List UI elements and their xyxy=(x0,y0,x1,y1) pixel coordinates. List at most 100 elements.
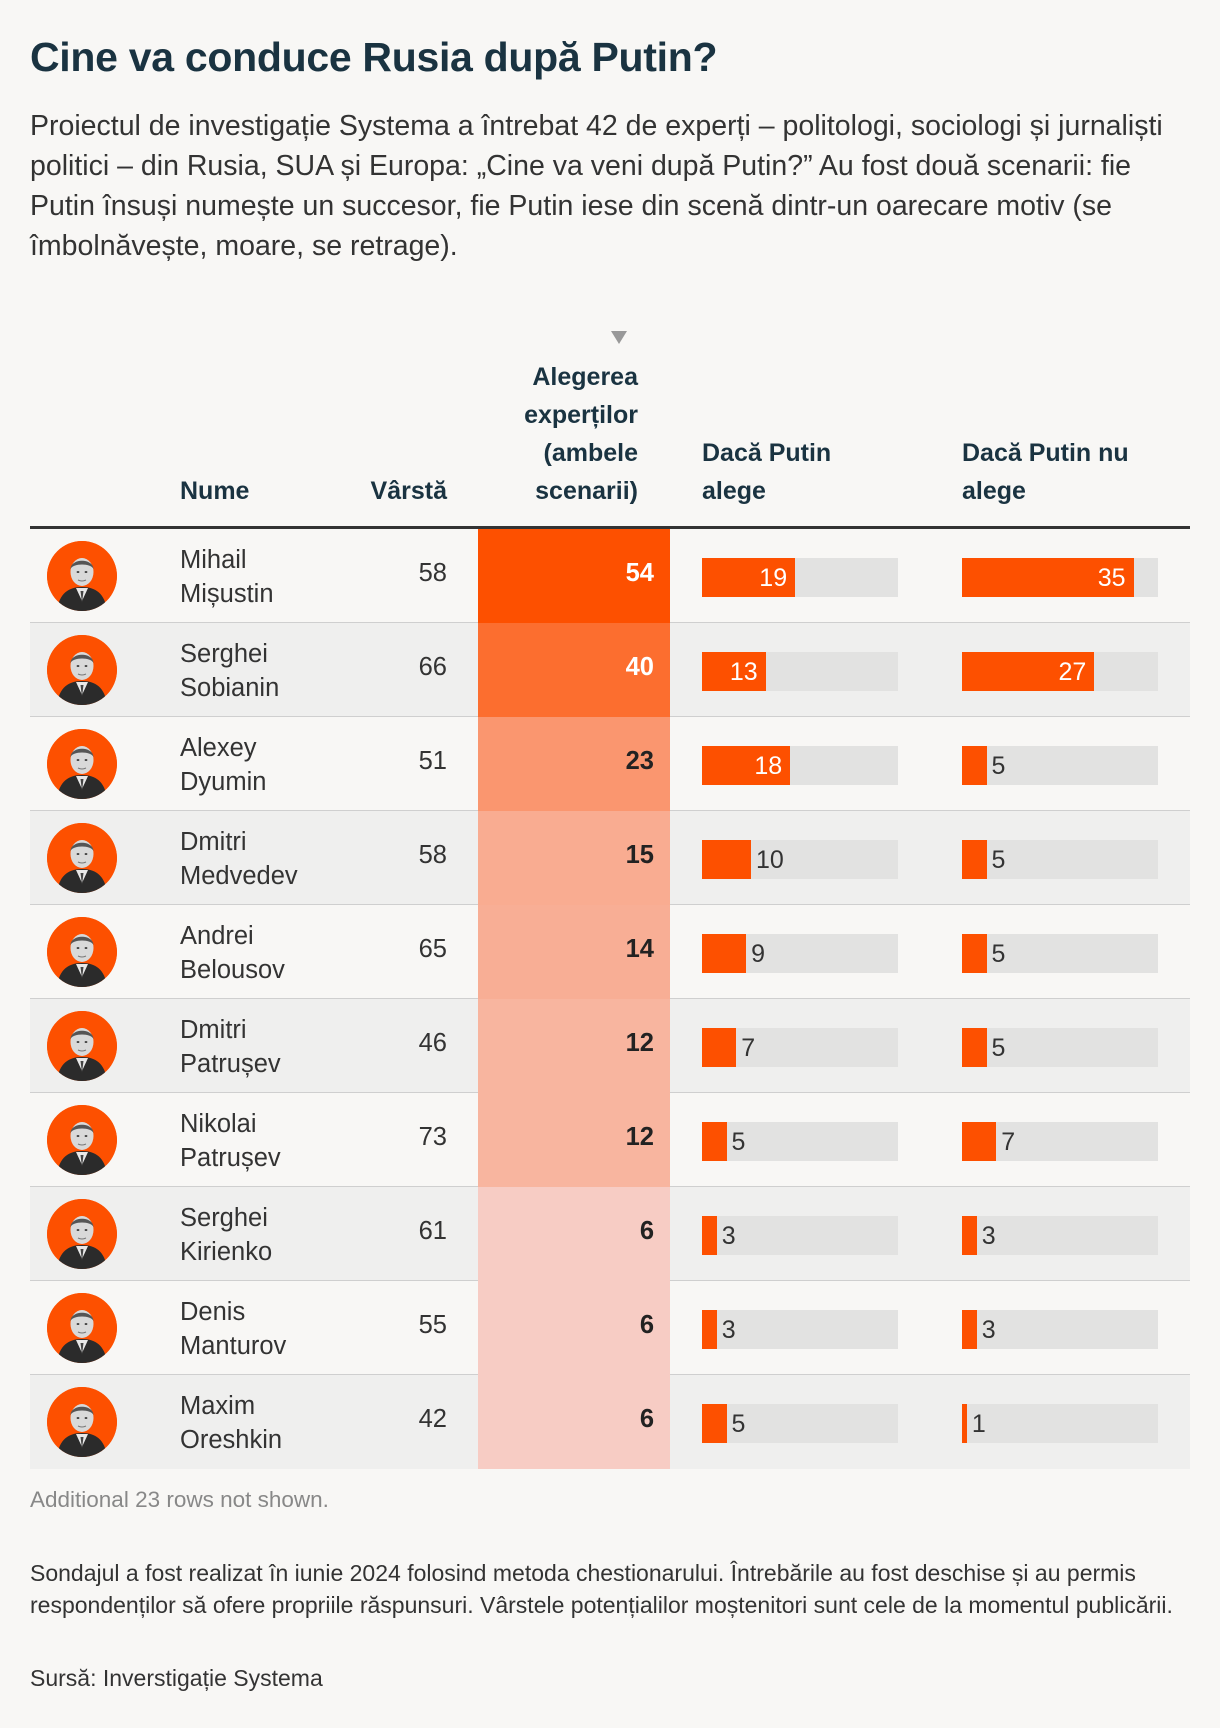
age-value: 55 xyxy=(418,1311,447,1339)
age-value: 58 xyxy=(418,841,447,869)
bar-track-nopick: 5 xyxy=(962,934,1158,973)
bar-label-nopick: 3 xyxy=(981,1222,996,1250)
source-credit: Sursă: Inverstigație Systema xyxy=(30,1665,323,1691)
table-row[interactable]: Serghei Kirienko 61 6 3 3 xyxy=(30,1187,1190,1281)
bar-nopick xyxy=(962,934,987,973)
bar-track-pick: 10 xyxy=(702,840,898,879)
table-body: Mihail Mișustin 58 54 19 35 Serghei Sobianin 66 4… xyxy=(30,529,1190,1469)
table-row[interactable]: Denis Manturov 55 6 3 3 xyxy=(30,1281,1190,1375)
bar-nopick xyxy=(962,652,1095,691)
experts-value: 54 xyxy=(625,559,654,587)
experts-heat-cell: 6 xyxy=(478,1375,670,1469)
avatar xyxy=(47,1387,117,1457)
bar-track-nopick: 5 xyxy=(962,1028,1158,1067)
avatar xyxy=(47,917,117,987)
bar-nopick xyxy=(962,840,987,879)
table-row[interactable]: Dmitri Medvedev 58 15 10 5 xyxy=(30,811,1190,905)
last-name: Sobianin xyxy=(180,674,280,702)
avatar xyxy=(47,1293,117,1363)
sort-descending-icon[interactable] xyxy=(611,331,627,344)
person-name: Serghei Kirienko xyxy=(180,1201,370,1269)
first-name: Serghei xyxy=(180,1204,268,1232)
column-header-putin-picks[interactable]: Dacă Putin alege xyxy=(702,439,832,505)
bar-track-nopick: 3 xyxy=(962,1216,1158,1255)
bar-label-pick: 9 xyxy=(751,940,765,968)
last-name: Dyumin xyxy=(180,768,267,796)
first-name: Denis xyxy=(180,1298,246,1326)
first-name: Serghei xyxy=(180,640,268,668)
bar-label-pick: 5 xyxy=(731,1128,746,1156)
table-row[interactable]: Maxim Oreshkin 42 6 5 1 xyxy=(30,1375,1190,1469)
person-name: Serghei Sobianin xyxy=(180,637,370,705)
bar-pick xyxy=(702,1404,727,1443)
table-row[interactable]: Alexey Dyumin 51 23 18 5 xyxy=(30,717,1190,811)
age-value: 58 xyxy=(418,559,447,587)
table-row[interactable]: Andrei Belousov 65 14 9 5 xyxy=(30,905,1190,999)
bar-track-pick: 3 xyxy=(702,1216,898,1255)
person-name: Andrei Belousov xyxy=(180,919,370,987)
last-name: Manturov xyxy=(180,1332,287,1360)
experts-value: 6 xyxy=(639,1311,654,1339)
table-row[interactable]: Nikolai Patrușev 73 12 5 7 xyxy=(30,1093,1190,1187)
bar-pick xyxy=(702,558,796,597)
person-name: Denis Manturov xyxy=(180,1295,370,1363)
bar-track-nopick: 5 xyxy=(962,840,1158,879)
bar-track-nopick: 7 xyxy=(962,1122,1158,1161)
last-name: Patrușev xyxy=(180,1144,281,1172)
last-name: Mișustin xyxy=(180,580,274,608)
experts-value: 14 xyxy=(625,935,654,963)
column-header-putin-not-picks[interactable]: Dacă Putin nu alege xyxy=(962,439,1129,505)
bar-track-pick: 7 xyxy=(702,1028,898,1067)
bar-track-pick: 5 xyxy=(702,1122,898,1161)
age-value: 46 xyxy=(418,1029,447,1057)
bar-nopick xyxy=(962,558,1134,597)
bar-nopick xyxy=(962,1216,977,1255)
bar-nopick xyxy=(962,1122,997,1161)
column-header-experts[interactable]: Alegerea experților (ambele scenarii) xyxy=(524,363,638,505)
bar-label-pick: 5 xyxy=(731,1410,746,1438)
bar-label-nopick: 5 xyxy=(991,752,1006,780)
table-row[interactable]: Mihail Mișustin 58 54 19 35 xyxy=(30,529,1190,623)
experts-heat-cell: 6 xyxy=(478,1187,670,1281)
table-row[interactable]: Dmitri Patrușev 46 12 7 5 xyxy=(30,999,1190,1093)
last-name: Medvedev xyxy=(180,862,298,890)
bar-track-pick: 18 xyxy=(702,746,898,785)
first-name: Maxim xyxy=(180,1392,256,1420)
bar-label-pick: 13 xyxy=(729,658,758,686)
last-name: Kirienko xyxy=(180,1238,273,1266)
bar-track-pick: 19 xyxy=(702,558,898,597)
experts-value: 6 xyxy=(639,1405,654,1433)
first-name: Mihail xyxy=(180,546,247,574)
experts-heat-cell: 15 xyxy=(478,811,670,905)
column-header-age[interactable]: Vârstă xyxy=(370,477,447,505)
avatar xyxy=(47,1199,117,1269)
avatar xyxy=(47,729,117,799)
bar-track-pick: 3 xyxy=(702,1310,898,1349)
bar-label-pick: 3 xyxy=(721,1316,736,1344)
experts-value: 12 xyxy=(625,1123,654,1151)
experts-value: 12 xyxy=(625,1029,654,1057)
experts-heat-cell: 12 xyxy=(478,999,670,1093)
table-row[interactable]: Serghei Sobianin 66 40 13 27 xyxy=(30,623,1190,717)
bar-track-nopick: 1 xyxy=(962,1404,1158,1443)
avatar xyxy=(47,541,117,611)
column-header-name[interactable]: Nume xyxy=(180,477,250,505)
first-name: Alexey xyxy=(180,734,257,762)
experts-heat-cell: 12 xyxy=(478,1093,670,1187)
experts-value: 23 xyxy=(625,747,654,775)
person-name: Dmitri Medvedev xyxy=(180,825,370,893)
experts-heat-cell: 14 xyxy=(478,905,670,999)
bar-label-pick: 18 xyxy=(754,752,783,780)
bar-nopick xyxy=(962,1404,967,1443)
bar-pick xyxy=(702,1028,737,1067)
first-name: Nikolai xyxy=(180,1110,257,1138)
bar-label-nopick: 35 xyxy=(1097,564,1126,592)
age-value: 42 xyxy=(418,1405,447,1433)
experts-heat-cell: 54 xyxy=(478,529,670,623)
age-value: 65 xyxy=(418,935,447,963)
first-name: Dmitri xyxy=(180,1016,247,1044)
bar-nopick xyxy=(962,746,987,785)
chart-title: Cine va conduce Rusia după Putin? xyxy=(30,34,718,80)
bar-track-nopick: 35 xyxy=(962,558,1158,597)
person-name: Dmitri Patrușev xyxy=(180,1013,370,1081)
